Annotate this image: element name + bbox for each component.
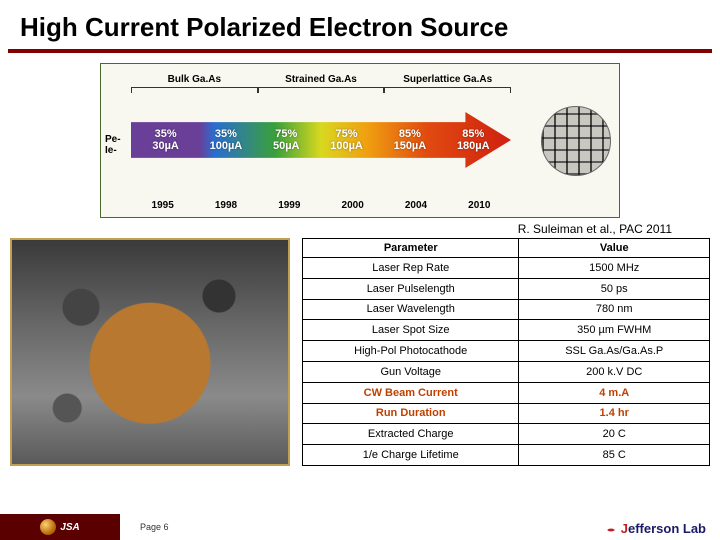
year-label: 2004 <box>405 200 427 211</box>
value-cell: SSL Ga.As/Ga.As.P <box>519 341 710 362</box>
current-value: 30µA <box>152 140 179 152</box>
arrow-region: Pe- Ie- Bulk Ga.AsStrained Ga.AsSuperlat… <box>101 64 541 217</box>
polarization-value: 35% <box>210 128 243 140</box>
table-row: Gun Voltage200 k.V DC <box>303 361 710 382</box>
param-cell: 1/e Charge Lifetime <box>303 445 519 466</box>
bracket-line <box>384 87 511 93</box>
value-cell: 200 k.V DC <box>519 361 710 382</box>
table-row: Extracted Charge20 C <box>303 424 710 445</box>
current-value: 100µA <box>330 140 363 152</box>
evolution-arrow-figure: Pe- Ie- Bulk Ga.AsStrained Ga.AsSuperlat… <box>100 63 620 218</box>
bracket-label: Superlattice Ga.As <box>384 74 511 85</box>
param-cell: Laser Wavelength <box>303 299 519 320</box>
bracket-label: Bulk Ga.As <box>131 74 258 85</box>
bracket-line <box>258 87 385 93</box>
arrow-value-column: 35%100µA <box>210 128 243 152</box>
current-value: 100µA <box>210 140 243 152</box>
year-label: 2000 <box>342 200 364 211</box>
table-row: CW Beam Current4 m.A <box>303 382 710 403</box>
table-header-row: Parameter Value <box>303 239 710 258</box>
year-axis: 1995 1998 1999 2000 2004 2010 <box>131 200 511 211</box>
param-cell: Extracted Charge <box>303 424 519 445</box>
y-label-bot: Ie- <box>105 145 121 156</box>
lower-content: Parameter Value Laser Rep Rate1500 MHzLa… <box>0 238 720 466</box>
table-row: High-Pol PhotocathodeSSL Ga.As/Ga.As.P <box>303 341 710 362</box>
current-value: 180µA <box>457 140 490 152</box>
y-label-top: Pe- <box>105 134 121 145</box>
table-row: 1/e Charge Lifetime85 C <box>303 445 710 466</box>
value-cell: 20 C <box>519 424 710 445</box>
arrow-value-columns: 35%30µA35%100µA75%50µA75%100µA85%150µA85… <box>131 112 511 168</box>
param-cell: CW Beam Current <box>303 382 519 403</box>
param-cell: Laser Rep Rate <box>303 258 519 279</box>
year-label: 1995 <box>152 200 174 211</box>
bracket-item: Bulk Ga.As <box>131 74 258 93</box>
bracket-item: Superlattice Ga.As <box>384 74 511 93</box>
bracket-item: Strained Ga.As <box>258 74 385 93</box>
slide-title: High Current Polarized Electron Source <box>0 0 720 49</box>
footer-logo-area: JSA <box>0 514 120 540</box>
table-row: Laser Pulselength50 ps <box>303 278 710 299</box>
bracket-label: Strained Ga.As <box>258 74 385 85</box>
footer-bar: JSA Page 6 Jefferson Lab <box>0 514 720 540</box>
seal-icon <box>40 519 56 535</box>
apparatus-photo <box>10 238 290 466</box>
param-cell: Run Duration <box>303 403 519 424</box>
table-row: Laser Spot Size350 µm FWHM <box>303 320 710 341</box>
swoosh-icon <box>601 526 621 534</box>
arrow-value-column: 75%100µA <box>330 128 363 152</box>
value-cell: 1500 MHz <box>519 258 710 279</box>
value-cell: 85 C <box>519 445 710 466</box>
arrow-value-column: 75%50µA <box>273 128 300 152</box>
arrow-value-column: 85%150µA <box>394 128 427 152</box>
table-row: Run Duration1.4 hr <box>303 403 710 424</box>
table-row: Laser Rep Rate1500 MHz <box>303 258 710 279</box>
citation-text: R. Suleiman et al., PAC 2011 <box>0 222 672 236</box>
category-brackets: Bulk Ga.AsStrained Ga.AsSuperlattice Ga.… <box>131 74 511 93</box>
param-cell: Laser Pulselength <box>303 278 519 299</box>
value-cell: 50 ps <box>519 278 710 299</box>
arrow-value-column: 85%180µA <box>457 128 490 152</box>
header-value: Value <box>519 239 710 258</box>
y-axis-label: Pe- Ie- <box>105 134 121 156</box>
value-cell: 4 m.A <box>519 382 710 403</box>
polarization-value: 35% <box>152 128 179 140</box>
polarization-value: 75% <box>330 128 363 140</box>
title-underline <box>8 49 712 53</box>
arrow-value-column: 35%30µA <box>152 128 179 152</box>
value-cell: 350 µm FWHM <box>519 320 710 341</box>
bracket-line <box>131 87 258 93</box>
year-label: 1998 <box>215 200 237 211</box>
param-cell: Laser Spot Size <box>303 320 519 341</box>
value-cell: 1.4 hr <box>519 403 710 424</box>
value-cell: 780 nm <box>519 299 710 320</box>
photocathode-icon <box>541 106 611 176</box>
param-cell: High-Pol Photocathode <box>303 341 519 362</box>
logo-j: J <box>621 521 628 536</box>
header-parameter: Parameter <box>303 239 519 258</box>
jsa-logo-text: JSA <box>60 522 79 533</box>
polarization-value: 75% <box>273 128 300 140</box>
page-number: Page 6 <box>140 522 169 532</box>
current-value: 50µA <box>273 140 300 152</box>
logo-rest: efferson Lab <box>628 521 706 536</box>
jefferson-lab-logo: Jefferson Lab <box>601 521 706 536</box>
parameter-table: Parameter Value Laser Rep Rate1500 MHzLa… <box>302 238 710 466</box>
current-value: 150µA <box>394 140 427 152</box>
polarization-value: 85% <box>457 128 490 140</box>
year-label: 2010 <box>468 200 490 211</box>
param-cell: Gun Voltage <box>303 361 519 382</box>
year-label: 1999 <box>278 200 300 211</box>
polarization-value: 85% <box>394 128 427 140</box>
table-row: Laser Wavelength780 nm <box>303 299 710 320</box>
